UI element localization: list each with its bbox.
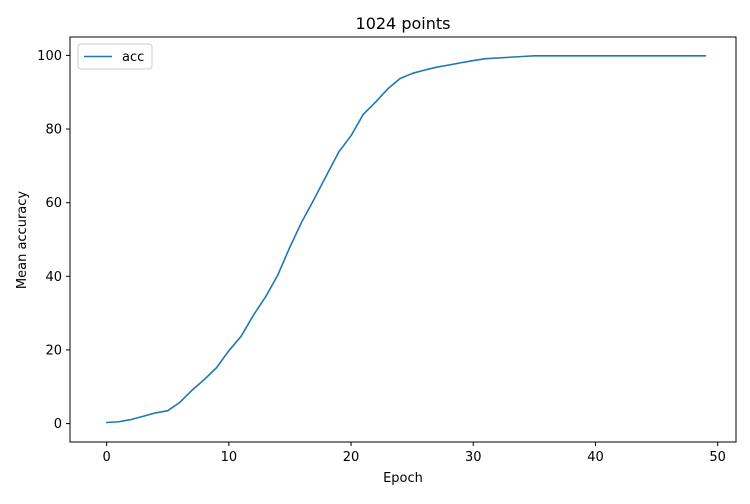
x-tick-label: 0 (103, 450, 111, 465)
y-tick-label: 80 (45, 123, 62, 138)
axis-ticks: 0 10 20 30 40 50 0 20 40 60 80 100 (37, 49, 726, 465)
legend-box (77, 43, 153, 70)
x-axis-label: Epoch (383, 471, 423, 486)
legend-label-acc: acc (122, 50, 144, 65)
x-tick-label: 30 (465, 450, 482, 465)
plot-frame (69, 36, 737, 443)
y-tick-label: 60 (45, 196, 62, 211)
x-tick-label: 20 (343, 450, 360, 465)
x-tick-label: 50 (709, 450, 726, 465)
y-tick-label: 40 (45, 270, 62, 285)
legend: acc (77, 43, 153, 70)
x-tick-label: 40 (587, 450, 604, 465)
y-tick-label: 20 (45, 343, 62, 358)
chart-title: 1024 points (356, 14, 451, 33)
y-tick-label: 100 (37, 49, 62, 64)
y-axis-label: Mean accuracy (15, 191, 30, 290)
series-line-acc (105, 54, 707, 424)
x-tick-label: 10 (221, 450, 238, 465)
y-tick-label: 0 (54, 417, 62, 432)
series-layer (105, 54, 707, 424)
